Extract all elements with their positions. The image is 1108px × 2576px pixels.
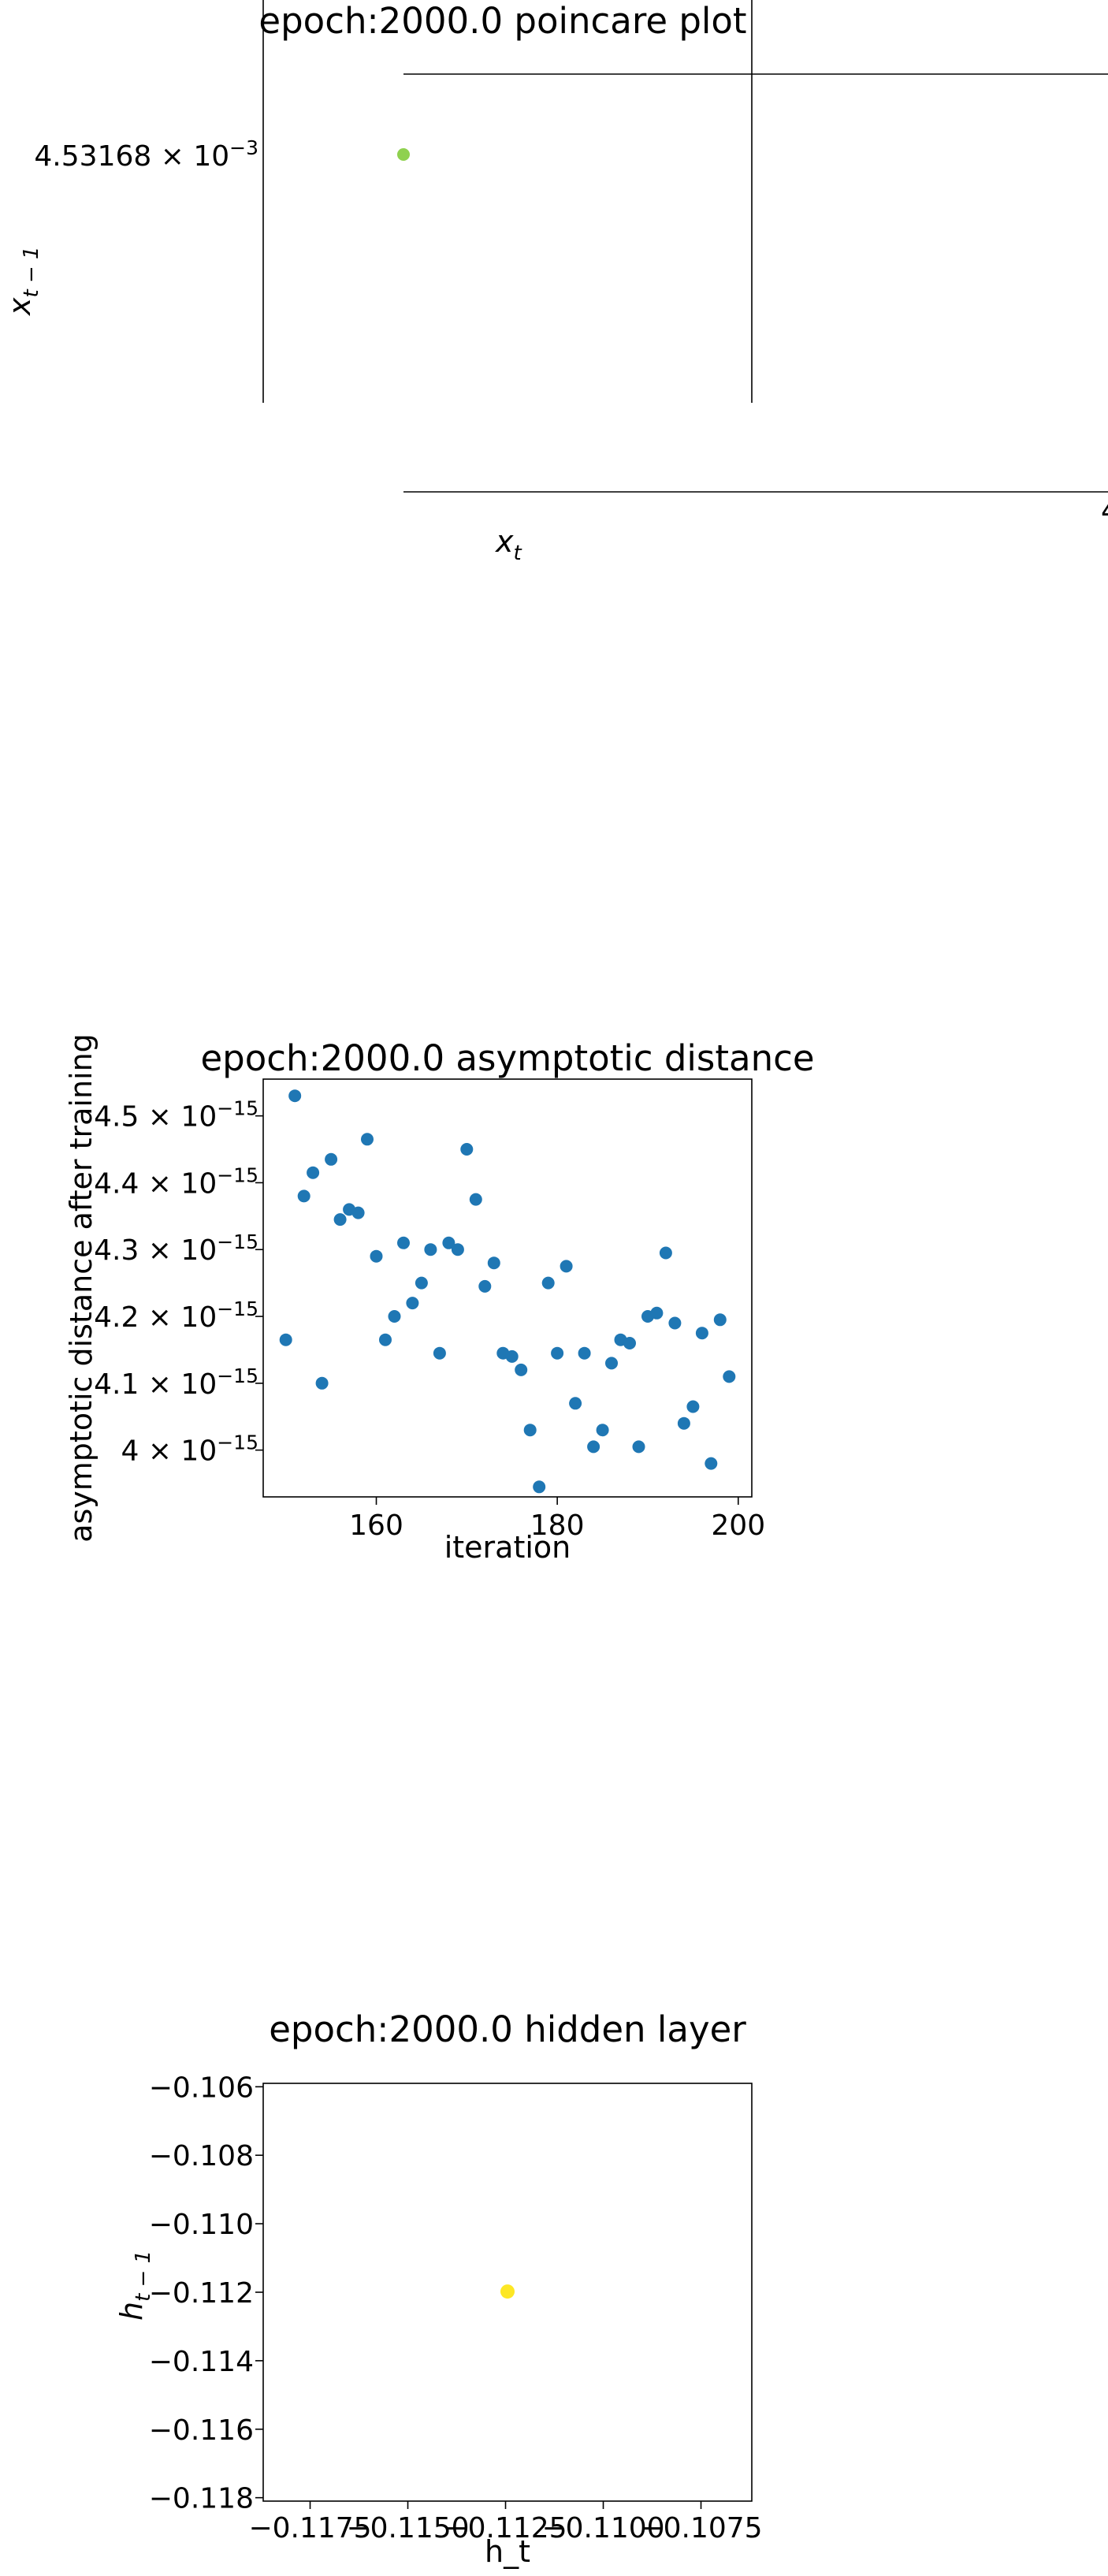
asymptotic-data-point [325, 1152, 338, 1166]
hidden-layer-data-point [500, 2284, 515, 2299]
asymptotic-y-ticks: 4 × 10−15 4.1 × 10−15 4.2 × 10−15 4.3 × 10−… [94, 1097, 263, 1468]
hidden-y-tick-label: −0.118 [149, 2483, 254, 2515]
asymptotic-y-tick-label: 4.4 × 10−15 [94, 1163, 258, 1200]
svg-text:xt − 1: xt − 1 [2, 246, 43, 316]
asymptotic-data-point [713, 1313, 727, 1327]
poincare-y-tick-text: 4.53168 × 10−3 [34, 136, 258, 173]
asymptotic-distance-chart: epoch:2000.0 asymptotic distance 160 180 2… [64, 1033, 815, 1565]
asymptotic-data-point [379, 1333, 392, 1346]
asymptotic-data-point [723, 1370, 736, 1383]
asymptotic-data-point [388, 1310, 401, 1323]
asymptotic-data-point [659, 1246, 672, 1260]
asymptotic-data-point [315, 1376, 329, 1390]
hidden-x-axis-label: h_t [485, 2534, 530, 2569]
hidden-x-tick-label: −0.1100 [541, 2512, 664, 2544]
asymptotic-data-point [460, 1143, 474, 1156]
asymptotic-x-tick-label: 200 [711, 1509, 765, 1542]
hidden-x-tick-label: −0.1175 [248, 2512, 371, 2544]
asymptotic-data-point [560, 1260, 573, 1273]
hidden-y-tick-label: −0.108 [149, 2140, 254, 2172]
asymptotic-data-point [650, 1306, 664, 1320]
hidden-y-tick-label: −0.112 [149, 2277, 254, 2310]
asymptotic-points-layer [279, 1089, 736, 1494]
hidden-y-tick-label: −0.114 [149, 2346, 254, 2378]
asymptotic-data-point [433, 1346, 446, 1360]
asymptotic-data-point [505, 1349, 519, 1363]
hidden-layer-title: epoch:2000.0 hidden layer [269, 2008, 746, 2050]
asymptotic-data-point [307, 1166, 320, 1179]
asymptotic-y-axis-label: asymptotic distance after training [64, 1033, 99, 1543]
asymptotic-y-tick-label: 4.1 × 10−15 [94, 1364, 258, 1401]
asymptotic-data-point [351, 1206, 365, 1219]
asymptotic-data-point [451, 1243, 464, 1256]
asymptotic-data-point [397, 1236, 410, 1249]
asymptotic-data-point [279, 1333, 292, 1346]
hidden-y-tick-label: −0.110 [149, 2209, 254, 2241]
hidden-y-tick-label: −0.106 [149, 2072, 254, 2104]
asymptotic-data-point [288, 1089, 302, 1103]
asymptotic-data-point [406, 1297, 419, 1310]
asymptotic-data-point [370, 1249, 383, 1263]
asymptotic-data-point [487, 1256, 500, 1270]
asymptotic-data-point [361, 1133, 374, 1146]
asymptotic-x-tick-label: 160 [349, 1509, 403, 1542]
asymptotic-data-point [424, 1243, 437, 1256]
asymptotic-data-point [569, 1397, 582, 1410]
asymptotic-x-axis-label: iteration [444, 1530, 571, 1565]
poincare-y-axis-label: xt − 1 [2, 246, 43, 316]
hidden-y-ticks: −0.106 −0.108 −0.110 −0.112 −0.114 −0.116 −0.1… [149, 2072, 263, 2515]
asymptotic-data-point [705, 1457, 718, 1470]
svg-text:ht − 1: ht − 1 [114, 2250, 155, 2321]
asymptotic-data-point [333, 1213, 347, 1227]
asymptotic-data-point [515, 1363, 528, 1376]
asymptotic-data-point [686, 1400, 700, 1413]
poincare-x-tick-partial: 4 [1101, 495, 1108, 527]
asymptotic-data-point [677, 1416, 690, 1430]
hidden-y-tick-label: −0.116 [149, 2414, 254, 2447]
poincare-data-point [397, 148, 410, 161]
asymptotic-data-point [695, 1327, 708, 1340]
asymptotic-y-tick-label: 4.5 × 10−15 [94, 1097, 258, 1134]
hidden-x-tick-label: −0.1125 [444, 2512, 567, 2544]
asymptotic-data-point [523, 1424, 537, 1437]
asymptotic-data-point [297, 1189, 310, 1203]
poincare-plot-chart: epoch:2000.0 poincare plot 4.53168 × 10−… [2, 0, 1108, 565]
hidden-x-tick-label: −0.1150 [346, 2512, 469, 2544]
asymptotic-data-point [533, 1480, 546, 1494]
asymptotic-y-tick-label: 4.2 × 10−15 [94, 1297, 258, 1334]
asymptotic-data-point [551, 1346, 564, 1360]
hidden-x-ticks: −0.1175−0.1150−0.1125−0.1100−0.1075 [248, 2501, 763, 2544]
asymptotic-data-point [632, 1440, 645, 1454]
asymptotic-data-point [623, 1337, 636, 1349]
asymptotic-data-point [668, 1316, 682, 1330]
asymptotic-data-point [415, 1276, 428, 1290]
poincare-plot-title: epoch:2000.0 poincare plot [258, 0, 746, 42]
poincare-x-axis-label: xt [495, 524, 522, 565]
asymptotic-data-point [596, 1424, 609, 1437]
asymptotic-data-point [541, 1276, 555, 1290]
asymptotic-data-point [469, 1193, 482, 1206]
asymptotic-data-point [587, 1440, 600, 1454]
asymptotic-y-tick-label: 4 × 10−15 [121, 1431, 258, 1468]
asymptotic-data-point [605, 1357, 618, 1370]
asymptotic-data-point [478, 1279, 492, 1293]
asymptotic-data-point [578, 1346, 591, 1360]
asymptotic-distance-title: epoch:2000.0 asymptotic distance [200, 1037, 814, 1079]
hidden-y-axis-label: ht − 1 [114, 2250, 155, 2321]
asymptotic-x-tick-label: 180 [530, 1509, 585, 1542]
hidden-x-tick-label: −0.1075 [639, 2512, 762, 2544]
poincare-y-tick-label: 4.53168 × 10−3 [34, 136, 258, 173]
asymptotic-y-tick-label: 4.3 × 10−15 [94, 1230, 258, 1267]
asymptotic-x-ticks: 160 180 200 [349, 1497, 765, 1542]
asymptotic-plot-frame [262, 1078, 753, 1498]
hidden-layer-chart: epoch:2000.0 hidden layer −0.1175−0.1150… [114, 2008, 763, 2569]
asymptotic-data-point [442, 1236, 455, 1249]
svg-text:xt: xt [495, 524, 522, 565]
